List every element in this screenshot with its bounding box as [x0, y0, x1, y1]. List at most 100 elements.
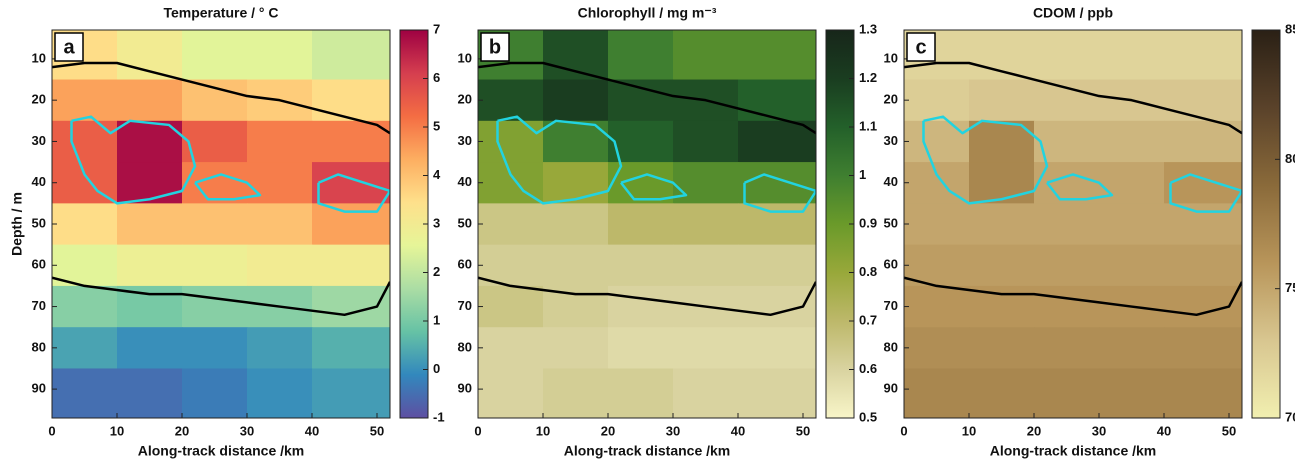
y-tick-label: 70 — [32, 298, 46, 313]
x-tick-label: 30 — [240, 423, 254, 438]
heatmap-cell — [1034, 79, 1100, 122]
heatmap-cell — [1164, 120, 1242, 163]
plot-area — [904, 30, 1242, 418]
y-tick-label: 70 — [458, 298, 472, 313]
heatmap-cell — [52, 79, 118, 122]
contour — [317, 173, 390, 213]
heatmap-cell — [52, 327, 118, 369]
heatmap-cell — [608, 285, 674, 328]
heatmap-cell — [608, 327, 674, 369]
heatmap-cell — [247, 368, 313, 418]
heatmap-cell — [117, 79, 183, 122]
contour — [620, 173, 688, 201]
x-tick-label: 20 — [175, 423, 189, 438]
heatmap-cell — [543, 285, 609, 328]
heatmap-cell — [969, 162, 1035, 204]
heatmap-cell — [478, 120, 544, 163]
heatmap-cell — [738, 30, 816, 81]
heatmap-cell — [673, 368, 739, 418]
y-tick-label: 40 — [458, 174, 472, 189]
contour — [904, 276, 1242, 317]
heatmap-cell — [673, 327, 739, 369]
heatmap-cell — [182, 327, 248, 369]
heatmap-cell — [117, 244, 183, 287]
heatmap-cell — [1034, 368, 1100, 418]
contour — [904, 61, 1242, 135]
contour — [743, 173, 816, 213]
heatmap-cell — [1164, 30, 1242, 81]
y-tick-label: 80 — [458, 339, 472, 354]
colorbar-tick-label: 0 — [433, 361, 440, 376]
colorbar-tick-label: -1 — [433, 409, 445, 424]
heatmap-cell — [969, 79, 1035, 122]
x-axis-label: Along-track distance /km — [564, 443, 731, 459]
x-tick-label: 40 — [305, 423, 319, 438]
x-tick-label: 20 — [601, 423, 615, 438]
heatmap-cell — [673, 203, 739, 246]
heatmap-cell — [182, 368, 248, 418]
y-tick-label: 20 — [884, 92, 898, 107]
heatmap-cell — [182, 203, 248, 246]
heatmap-cell — [478, 203, 544, 246]
heatmap-cell — [738, 79, 816, 122]
contour — [194, 173, 262, 201]
colorbar-tick-label: 0.8 — [859, 264, 877, 279]
x-tick-label: 0 — [900, 423, 907, 438]
heatmap-cell — [904, 327, 970, 369]
y-tick-label: 20 — [458, 92, 472, 107]
heatmap-cell — [904, 120, 970, 163]
contour — [1169, 173, 1242, 213]
heatmap-cell — [1164, 79, 1242, 122]
x-tick-label: 10 — [962, 423, 976, 438]
heatmap-cell — [312, 244, 390, 287]
y-tick-label: 30 — [884, 133, 898, 148]
colorbar-tick-label: 7 — [433, 21, 440, 36]
heatmap-cell — [543, 162, 609, 204]
panel-label: a — [63, 36, 75, 58]
x-axis-label: Along-track distance /km — [990, 443, 1157, 459]
colorbar-tick-label: 85 — [1285, 21, 1295, 36]
y-tick-label: 10 — [458, 50, 472, 65]
contour — [922, 115, 1049, 205]
y-tick-label: 60 — [32, 257, 46, 272]
y-tick-label: 80 — [32, 339, 46, 354]
y-tick-label: 60 — [884, 257, 898, 272]
contour — [478, 61, 816, 135]
heatmap-cell — [673, 120, 739, 163]
heatmap-cell — [182, 285, 248, 328]
y-tick-label: 80 — [884, 339, 898, 354]
heatmap-cell — [1164, 244, 1242, 287]
x-tick-label: 20 — [1027, 423, 1041, 438]
heatmap-cell — [738, 244, 816, 287]
colorbar-tick-label: 0.9 — [859, 215, 877, 230]
x-tick-label: 10 — [536, 423, 550, 438]
contour — [1046, 173, 1114, 201]
heatmap-cell — [52, 285, 118, 328]
colorbar-tick-label: 0.6 — [859, 361, 877, 376]
panel-label-box — [480, 32, 510, 62]
heatmap-cell — [182, 244, 248, 287]
panel-label: c — [915, 36, 926, 58]
heatmap-cell — [608, 368, 674, 418]
heatmap-cell — [247, 203, 313, 246]
heatmap-cell — [312, 30, 390, 81]
heatmap-cell — [1034, 244, 1100, 287]
contour — [52, 276, 390, 317]
heatmap-cell — [738, 162, 816, 204]
heatmap-cell — [1099, 244, 1165, 287]
colorbar-tick-label: 1.1 — [859, 118, 877, 133]
contour — [478, 276, 816, 317]
heatmap-cell — [117, 285, 183, 328]
heatmap-cell — [1099, 30, 1165, 81]
x-tick-label: 40 — [731, 423, 745, 438]
colorbar-tick-label: 2 — [433, 264, 440, 279]
heatmap-cell — [904, 285, 970, 328]
heatmap-cell — [608, 203, 674, 246]
heatmap-cell — [247, 162, 313, 204]
colorbar-tick-label: 0.7 — [859, 312, 877, 327]
y-tick-label: 40 — [884, 174, 898, 189]
heatmap-cell — [478, 79, 544, 122]
heatmap-cell — [117, 203, 183, 246]
heatmap-cell — [608, 30, 674, 81]
heatmap-cell — [312, 285, 390, 328]
